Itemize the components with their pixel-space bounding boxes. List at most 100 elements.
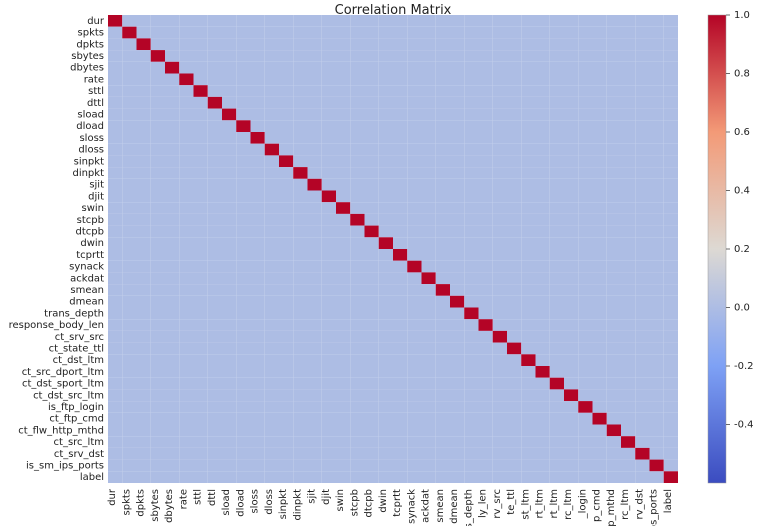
heatmap-cell xyxy=(621,319,636,331)
y-tick-label: dttl xyxy=(87,98,104,109)
heatmap-cell xyxy=(621,96,636,109)
heatmap-cell xyxy=(592,284,607,296)
heatmap-cell xyxy=(136,85,151,97)
heatmap-cell xyxy=(193,424,208,437)
heatmap-cell xyxy=(393,249,408,261)
heatmap-cell xyxy=(592,38,607,51)
heatmap-cell xyxy=(364,249,379,261)
heatmap-cell xyxy=(364,38,379,51)
heatmap-cell xyxy=(450,284,465,296)
heatmap-cell xyxy=(435,15,450,27)
heatmap-cell xyxy=(378,342,393,355)
heatmap-cell xyxy=(606,73,621,86)
heatmap-cell xyxy=(279,436,294,448)
heatmap-cell xyxy=(293,377,308,390)
heatmap-cell xyxy=(478,260,493,273)
heatmap-cell xyxy=(549,225,564,238)
heatmap-cell xyxy=(165,354,180,366)
heatmap-cell xyxy=(564,342,579,355)
heatmap-cell xyxy=(264,237,279,249)
heatmap-cell xyxy=(464,50,479,62)
heatmap-cell xyxy=(535,459,550,472)
heatmap-cell xyxy=(535,284,550,296)
heatmap-cell xyxy=(592,307,607,320)
heatmap-cell xyxy=(364,61,379,74)
heatmap-cell xyxy=(207,237,222,249)
heatmap-cell xyxy=(165,61,180,74)
heatmap-cell xyxy=(250,38,265,51)
heatmap-cell xyxy=(492,260,507,273)
heatmap-cell xyxy=(606,225,621,238)
heatmap-cell xyxy=(193,459,208,472)
heatmap-cell xyxy=(179,260,194,273)
heatmap-cell xyxy=(350,436,365,448)
heatmap-cell xyxy=(307,354,322,366)
heatmap-cell xyxy=(336,132,351,144)
heatmap-cell xyxy=(393,237,408,249)
heatmap-cell xyxy=(122,424,137,437)
heatmap-cell xyxy=(250,143,265,156)
heatmap-cell xyxy=(507,73,522,86)
heatmap-cell xyxy=(635,73,650,86)
heatmap-cell xyxy=(578,366,593,378)
heatmap-cell xyxy=(663,319,678,331)
heatmap-cell xyxy=(663,342,678,355)
heatmap-cell xyxy=(564,424,579,437)
heatmap-cell xyxy=(364,389,379,402)
heatmap-cell xyxy=(564,249,579,261)
heatmap-cell xyxy=(663,237,678,249)
heatmap-cell xyxy=(435,120,450,132)
x-tick-label: sinpkt xyxy=(278,489,289,519)
heatmap-cell xyxy=(250,330,265,343)
heatmap-cell xyxy=(336,424,351,437)
heatmap-cell xyxy=(122,330,137,343)
heatmap-cell xyxy=(507,260,522,273)
heatmap-cell xyxy=(279,459,294,472)
heatmap-cell xyxy=(407,155,422,168)
heatmap-cell xyxy=(478,73,493,86)
heatmap-cell xyxy=(535,295,550,308)
heatmap-cell xyxy=(364,342,379,355)
x-tick-label: dinpkt xyxy=(292,489,303,521)
heatmap-cell xyxy=(407,96,422,109)
heatmap-cell xyxy=(136,307,151,320)
heatmap-cell xyxy=(635,143,650,156)
heatmap-cell xyxy=(435,155,450,168)
heatmap-cell xyxy=(207,167,222,179)
heatmap-cell xyxy=(122,213,137,226)
heatmap-cell xyxy=(649,237,664,249)
heatmap-cell xyxy=(549,15,564,27)
heatmap-cell xyxy=(207,436,222,448)
heatmap-cell xyxy=(207,260,222,273)
heatmap-cell xyxy=(250,342,265,355)
heatmap-cell xyxy=(165,50,180,62)
heatmap-cell xyxy=(478,120,493,132)
heatmap-cell xyxy=(521,319,536,331)
heatmap-cell xyxy=(663,73,678,86)
y-tick-label: ackdat xyxy=(70,273,104,284)
heatmap-cell xyxy=(535,143,550,156)
heatmap-cell xyxy=(279,96,294,109)
heatmap-cell xyxy=(421,213,436,226)
heatmap-cell xyxy=(578,120,593,132)
heatmap-cell xyxy=(464,73,479,86)
x-tick-label: dpkts xyxy=(136,489,147,517)
heatmap-cell xyxy=(336,447,351,460)
heatmap-cell xyxy=(350,73,365,86)
heatmap-cell xyxy=(578,249,593,261)
heatmap-cell xyxy=(492,342,507,355)
heatmap-cell xyxy=(435,424,450,437)
heatmap-cell xyxy=(450,120,465,132)
heatmap-cell xyxy=(649,132,664,144)
heatmap-cell xyxy=(564,38,579,51)
heatmap-cell xyxy=(621,389,636,402)
y-tick-label: dinpkt xyxy=(72,168,104,179)
heatmap-cell xyxy=(407,73,422,86)
y-tick-label: ct_dst_ltm xyxy=(53,355,104,366)
colorbar-tick-label: -0.4 xyxy=(734,420,754,431)
heatmap-cell xyxy=(108,366,123,378)
heatmap-cell xyxy=(393,38,408,51)
heatmap-cell xyxy=(364,459,379,472)
heatmap-cell xyxy=(635,459,650,472)
heatmap-cell xyxy=(535,132,550,144)
